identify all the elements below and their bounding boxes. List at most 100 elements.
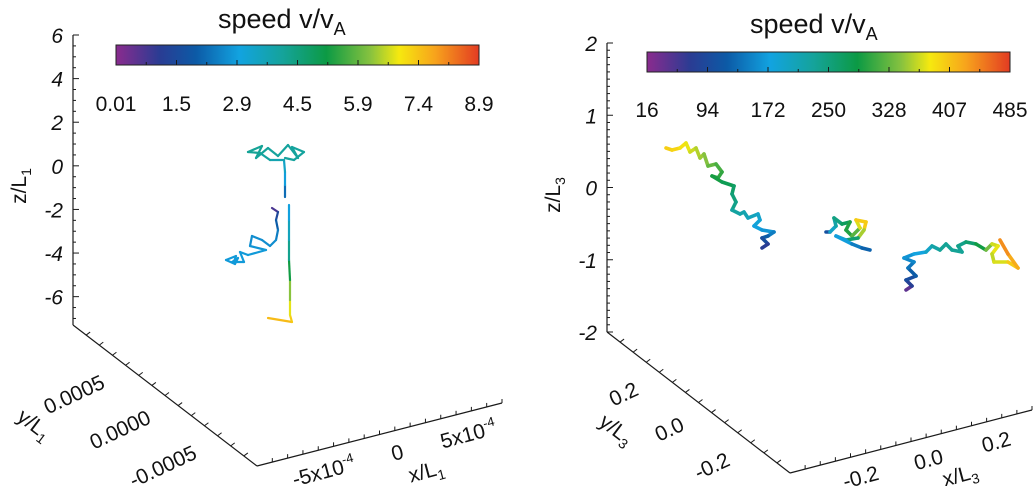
colorbar-tick-label: 16 xyxy=(635,99,658,122)
left-colorbar-title-sub: A xyxy=(334,19,346,39)
left-colorbar-labels: 0.01 1.5 2.9 4.5 5.9 7.4 8.9 xyxy=(96,93,494,116)
x-tick-label: 0.2 xyxy=(979,428,1013,458)
y-tick xyxy=(204,422,209,427)
z-tick-label: 0 xyxy=(51,156,63,179)
y-tick xyxy=(632,348,638,353)
trajectory-segment xyxy=(906,266,918,278)
trajectory-segment xyxy=(283,156,296,162)
colorbar-tick-label: 485 xyxy=(992,99,1027,122)
trajectory-segment xyxy=(270,206,280,214)
trajectory-segment xyxy=(290,145,300,160)
trajectory-segment xyxy=(248,244,268,252)
x-tick-label: -0.2 xyxy=(840,462,881,486)
colorbar-tick-label: 250 xyxy=(811,99,846,122)
left-x-axis-title: x/L1 xyxy=(406,456,448,486)
y-tick xyxy=(125,361,130,366)
right-colorbar-labels: 16 94 172 250 328 407 485 xyxy=(635,99,1027,122)
trajectory-segment xyxy=(292,150,306,162)
colorbar-tick-label: 1.5 xyxy=(162,93,191,116)
trajectory-segment xyxy=(266,146,280,158)
y-tick-label: 0.0000 xyxy=(86,406,154,454)
right-x-axis: -0.20.00.2 x/L3 xyxy=(789,406,1033,486)
z-tick-label: -4 xyxy=(44,243,63,266)
trajectory-right-walk xyxy=(902,238,1020,292)
colorbar-tick-label: 4.5 xyxy=(283,93,312,116)
z-tick-label: -6 xyxy=(44,287,63,310)
trajectory-segment xyxy=(266,316,294,324)
y-tick xyxy=(98,341,104,346)
left-z-axis: 6 4 2 0 -2 -4 -6 z/L1 xyxy=(8,25,79,325)
colorbar-tick-label: 5.9 xyxy=(343,93,372,116)
trajectory-segment xyxy=(254,146,270,160)
right-trajectories xyxy=(664,141,1020,292)
right-z-axis-title-sub: 3 xyxy=(552,177,568,185)
left-colorbar-title: speed v/vA xyxy=(218,4,346,39)
trajectory-segment xyxy=(760,242,770,250)
y-tick xyxy=(750,439,756,444)
right-panel: speed v/vA 16 94 172 250 328 407 485 2 1 0 -1 -2 z… xyxy=(542,9,1033,486)
y-tick xyxy=(724,419,729,424)
trajectory-lower-left-walk xyxy=(224,206,280,266)
left-z-axis-title-sub: 1 xyxy=(18,168,34,176)
trajectory-segment xyxy=(268,238,278,248)
y-tick-label: 0.0 xyxy=(652,413,688,446)
y-tick-label: 0.2 xyxy=(606,378,642,411)
trajectory-segment xyxy=(720,180,736,188)
trajectory-segment xyxy=(276,143,290,158)
y-tick xyxy=(737,429,743,434)
right-z-axis-title: z/L3 xyxy=(542,177,568,213)
colorbar-tick-label: 407 xyxy=(932,99,967,122)
y-tick xyxy=(230,442,236,447)
y-tick xyxy=(177,402,183,406)
y-tick xyxy=(763,449,769,454)
colorbar-tick-label: 8.9 xyxy=(464,93,493,116)
y-tick xyxy=(658,368,664,373)
trajectory-segment xyxy=(238,250,246,264)
trajectory-segment xyxy=(260,238,272,248)
y-tick xyxy=(645,358,651,363)
y-tick xyxy=(151,382,157,386)
right-colorbar: speed v/vA 16 94 172 250 328 407 485 xyxy=(635,9,1027,122)
left-colorbar-ticks xyxy=(145,60,450,65)
y-tick xyxy=(711,409,716,413)
z-tick-label: 2 xyxy=(584,33,597,56)
trajectory-segment xyxy=(274,210,280,222)
trajectory-segment xyxy=(282,158,287,174)
y-tick xyxy=(672,378,677,383)
y-tick xyxy=(243,452,249,457)
trajectory-vertical-column xyxy=(266,203,294,324)
trajectory-segment xyxy=(290,145,306,154)
z-tick-label: -2 xyxy=(44,199,63,222)
trajectory-segment xyxy=(246,144,264,154)
z-tick-label: -1 xyxy=(578,250,597,273)
y-tick xyxy=(217,432,222,437)
colorbar-tick-label: 7.4 xyxy=(404,93,434,116)
y-tick xyxy=(698,399,703,403)
trajectory-segment xyxy=(250,234,264,242)
right-colorbar-ticks xyxy=(676,67,981,72)
trajectory-segment xyxy=(246,248,268,257)
trajectory-segment xyxy=(230,256,240,264)
left-z-axis-title: z/L1 xyxy=(8,168,34,204)
trajectory-segment xyxy=(288,313,294,324)
y-tick xyxy=(85,331,91,336)
trajectory-segment xyxy=(248,234,254,248)
y-tick xyxy=(190,412,196,417)
right-z-axis: 2 1 0 -1 -2 z/L3 xyxy=(542,33,613,345)
z-tick-label: 1 xyxy=(585,105,597,128)
y-tick xyxy=(619,338,625,343)
trajectory-segment xyxy=(998,238,1010,256)
z-tick-label: 6 xyxy=(51,25,63,48)
left-x-axis-title-sub: 1 xyxy=(436,466,448,484)
left-colorbar: speed v/vA 0.01 1.5 2.9 4.5 5.9 7.4 8.9 xyxy=(96,4,494,116)
trajectory-segment xyxy=(974,242,988,252)
x-tick-label: 5x10-4 xyxy=(437,414,499,454)
y-tick-label: -0.0005 xyxy=(126,441,200,486)
trajectory-upper-cluster xyxy=(246,143,306,199)
trajectory-left-walk xyxy=(664,141,776,250)
trajectory-segment xyxy=(912,250,928,256)
right-x-axis-title-sub: 3 xyxy=(970,470,982,486)
right-y-axis: 0.2 0.0-0.2 y/L3 xyxy=(595,331,791,485)
y-tick xyxy=(685,389,690,393)
